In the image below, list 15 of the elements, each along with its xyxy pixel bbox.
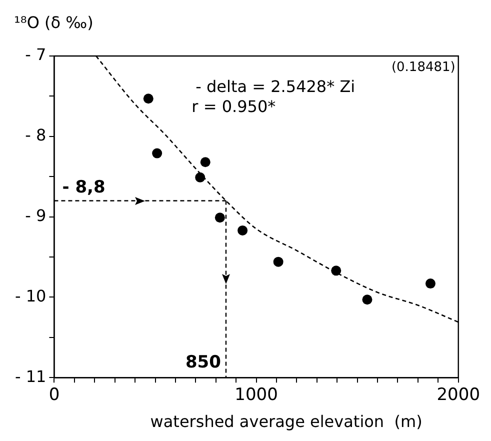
x-tick-label: 2000	[436, 385, 480, 406]
x-tick-label: 1000	[234, 385, 278, 406]
x-axis-title: watershed average elevation (m)	[150, 412, 422, 431]
annotation: (0.18481)	[391, 60, 456, 75]
x-tick-label: 0	[48, 385, 60, 406]
y-tick-label: - 7	[25, 45, 46, 64]
ref-line-label: 850	[185, 352, 222, 373]
annotation: - delta = 2.5428* Zi	[196, 77, 356, 96]
y-tick-label: - 8	[25, 126, 46, 145]
y-tick-label: - 9	[25, 206, 46, 225]
y-tick-label: - 11	[15, 366, 46, 386]
y-tick-label: - 10	[15, 286, 46, 306]
y-axis-title: ¹⁸O (δ ‰)	[14, 13, 94, 32]
annotation: r = 0.950*	[192, 97, 276, 116]
ref-line-label: - 8,8	[62, 178, 106, 198]
